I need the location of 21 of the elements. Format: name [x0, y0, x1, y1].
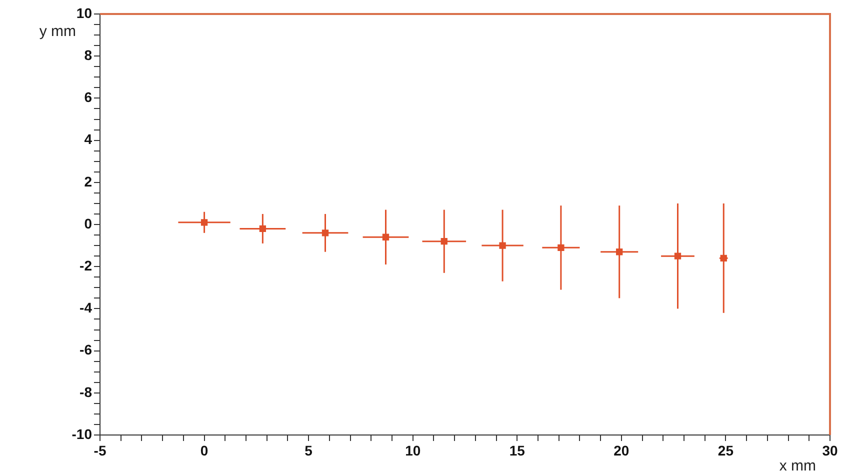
x-tick-label: 10	[405, 442, 421, 458]
y-tick-label: 4	[84, 131, 92, 148]
x-tick-label: 15	[509, 442, 526, 458]
y-tick-label: -10	[72, 426, 92, 442]
y-axis-title: y mm	[39, 23, 76, 40]
x-tick-label: 30	[822, 442, 838, 458]
x-tick-label: 20	[614, 442, 630, 458]
y-tick-label: -2	[80, 257, 92, 274]
y-tick-label: -4	[80, 300, 92, 316]
x-tick-label: -5	[94, 442, 106, 458]
x-tick-label: 25	[718, 442, 734, 458]
y-tick-label: -6	[80, 342, 92, 358]
x-axis-title: x mm	[779, 458, 816, 475]
y-tick-label: 6	[84, 89, 92, 106]
y-tick-label: 8	[84, 46, 92, 63]
y-tick-label: 0	[84, 215, 92, 232]
x-tick-label: 5	[304, 442, 313, 458]
y-tick-label: 10	[76, 4, 92, 21]
x-tick-label: 0	[200, 442, 208, 458]
y-tick-label: -8	[80, 384, 92, 400]
y-tick-label: 2	[84, 173, 92, 190]
